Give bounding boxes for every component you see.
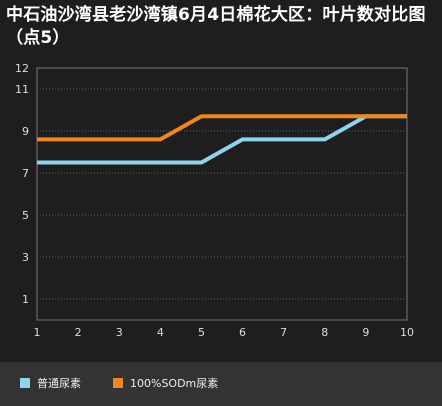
x-tick-label: 8 [321, 326, 328, 339]
y-tick-label: 3 [22, 251, 29, 264]
y-tick-label: 11 [15, 83, 29, 96]
x-tick-label: 4 [157, 326, 164, 339]
legend-item: 100%SODm尿素 [113, 376, 218, 390]
x-tick-label: 5 [198, 326, 205, 339]
y-tick-label: 5 [22, 209, 29, 222]
legend-label: 普通尿素 [37, 377, 81, 390]
y-tick-label: 1 [22, 293, 29, 306]
x-tick-label: 3 [116, 326, 123, 339]
legend-item: 普通尿素 [20, 376, 81, 390]
plot-frame [36, 67, 408, 321]
legend-label: 100%SODm尿素 [130, 377, 219, 390]
y-tick-label: 7 [22, 167, 29, 180]
legend-swatch [113, 378, 123, 388]
x-tick-label: 7 [280, 326, 287, 339]
legend-swatch [20, 378, 30, 388]
series-line-1 [37, 114, 407, 165]
y-tick-label: 12 [15, 62, 29, 75]
x-tick-label: 10 [400, 326, 414, 339]
x-tick-label: 2 [75, 326, 82, 339]
legend: 普通尿素 100%SODm尿素 [0, 362, 442, 406]
chart-title: 中石油沙湾县老沙湾镇6月4日棉花大区：叶片数对比图（点5） [6, 5, 426, 48]
x-tick-label: 9 [362, 326, 369, 339]
x-tick-label: 1 [34, 326, 41, 339]
x-tick-label: 6 [239, 326, 246, 339]
series-line-2 [37, 114, 407, 142]
y-tick-label: 9 [22, 125, 29, 138]
